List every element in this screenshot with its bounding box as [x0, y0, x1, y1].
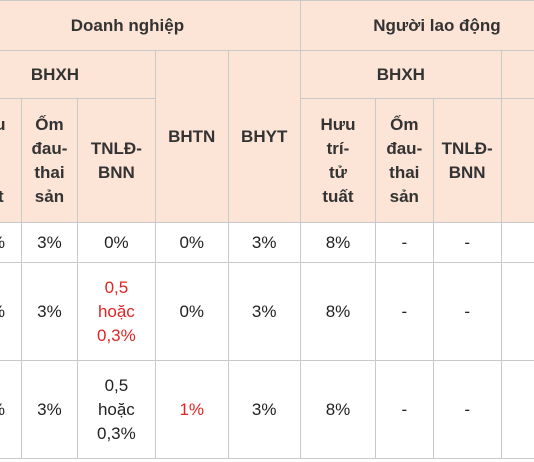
bhyt-cell: 3% [227, 360, 301, 459]
employee-sickness-header: Ốm đau-thai sản [375, 98, 434, 223]
employer-header: Doanh nghiệp [0, 0, 301, 51]
employer-accident-header: TNLĐ- BNN [76, 98, 156, 223]
table-row: 14% 3% 0% 0% 3% 8% - - [0, 222, 534, 263]
employee-accident-cell: - [432, 262, 502, 361]
employer-sickness-cell: 3% [21, 262, 78, 361]
employer-sickness-header: Ốm đau-thai sản [21, 98, 78, 223]
employee-sickness-cell: - [375, 222, 434, 263]
employee-extra-header [500, 50, 534, 99]
employee-sickness-cell: - [375, 262, 434, 361]
bhyt-cell: 3% [227, 262, 301, 361]
bhtn-cell: 0% [154, 222, 229, 263]
employee-accident-cell: - [432, 360, 502, 459]
employer-retirement-header: Hưutrítửtuất [0, 98, 23, 223]
employer-accident-cell: 0% [76, 222, 156, 263]
bhtn-cell: 1% [154, 360, 229, 459]
employee-retirement-cell: 8% [299, 262, 377, 361]
employer-sickness-cell: 3% [21, 222, 78, 263]
employee-retirement-cell: 8% [299, 360, 377, 459]
employer-retirement-cell: 14% [0, 262, 23, 361]
bhtn-header: BHTN [154, 50, 229, 223]
employee-extra-cell [500, 360, 534, 459]
employee-header: Người lao động [299, 0, 534, 51]
employee-extra-cell [500, 262, 534, 361]
employee-accident-header: TNLĐ- BNN [432, 98, 502, 223]
employee-retirement-cell: 8% [299, 222, 377, 263]
employer-sickness-cell: 3% [21, 360, 78, 459]
bhtn-cell: 0% [154, 262, 229, 361]
bhyt-header: BHYT [227, 50, 301, 223]
employee-extra-cell [500, 222, 534, 263]
employer-accident-cell: 0,5 hoặc 0,3% [76, 262, 156, 361]
employee-extra-subheader [500, 98, 534, 223]
employee-sickness-cell: - [375, 360, 434, 459]
employer-accident-cell: 0,5 hoặc 0,3% [76, 360, 156, 459]
employee-accident-cell: - [432, 222, 502, 263]
employer-retirement-cell: 14% [0, 222, 23, 263]
employer-bhxh-header: BHXH [0, 50, 156, 99]
employer-retirement-cell: 14% [0, 360, 23, 459]
employee-bhxh-header: BHXH [299, 50, 502, 99]
employee-retirement-header: Hưu trí-tử tuất [299, 98, 377, 223]
bhyt-cell: 3% [227, 222, 301, 263]
